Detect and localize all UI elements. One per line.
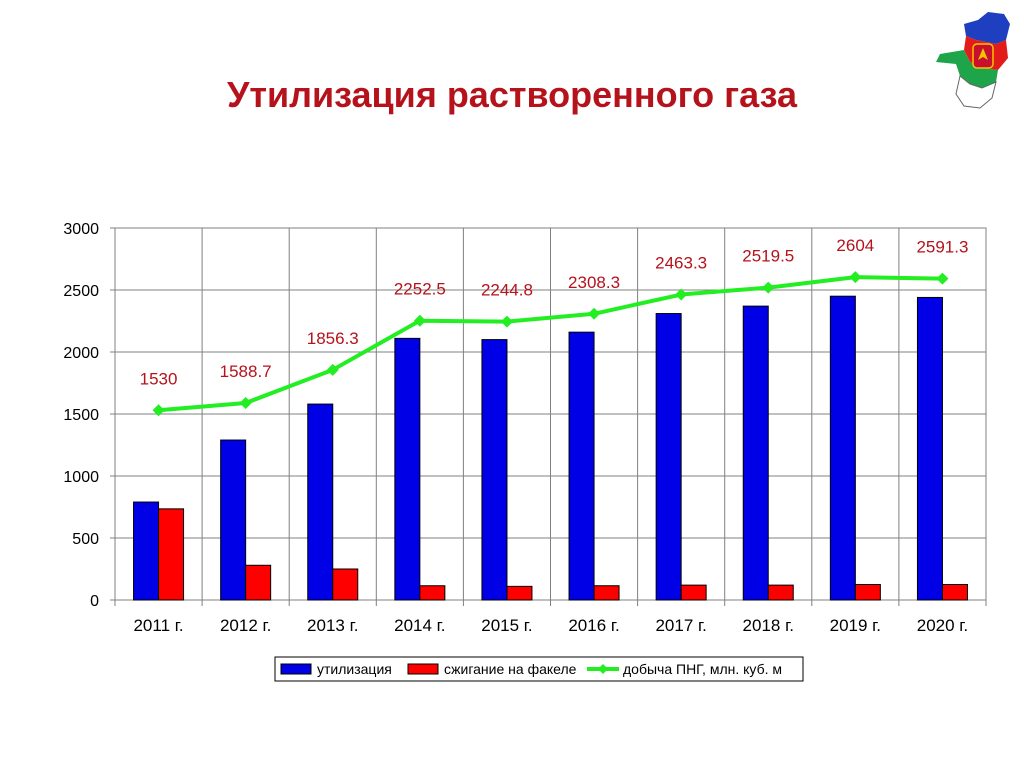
x-tick-label: 2011 г. <box>133 616 183 635</box>
bar-utilization <box>568 331 595 601</box>
bar-utilization <box>916 296 943 601</box>
bar-flaring <box>332 568 359 601</box>
y-tick-label: 0 <box>90 593 99 610</box>
bar-utilization <box>742 305 769 601</box>
x-tick-label: 2014 г. <box>394 616 445 635</box>
bar-utilization <box>133 501 160 601</box>
bars <box>133 295 968 601</box>
bar-utilization <box>829 295 856 601</box>
line-point-marker <box>239 397 252 410</box>
x-tick-label: 2012 г. <box>220 616 271 635</box>
y-tick-label: 2000 <box>63 345 99 362</box>
line-series: 1530 1588.7 1856.3 2252.5 2244.8 2308.3 2463.3… <box>140 236 968 417</box>
axes <box>110 227 987 606</box>
data-label: 2591.3 <box>916 238 968 257</box>
page-title: Утилизация растворенного газа <box>226 74 798 115</box>
legend: утилизация сжигание на факеле добыча ПНГ, … <box>274 656 804 682</box>
legend-label: утилизация <box>317 661 392 677</box>
bar-flaring <box>680 584 707 601</box>
x-tick-label: 2020 г. <box>917 616 968 635</box>
line-png-production <box>158 275 943 413</box>
legend-swatch <box>280 663 312 675</box>
bar-utilization <box>655 313 682 601</box>
x-tick-label: 2018 г. <box>743 616 794 635</box>
x-tick-labels: 2011 г. 2012 г. 2013 г. 2014 г. 2015 г. 2016 … <box>133 616 968 635</box>
legend-box <box>274 656 804 682</box>
x-tick-label: 2016 г. <box>568 616 619 635</box>
data-label: 1530 <box>140 369 178 388</box>
line-point-marker <box>500 315 513 328</box>
bar-flaring <box>506 585 533 601</box>
data-label: 2244.8 <box>481 281 533 300</box>
y-tick-label: 1500 <box>63 407 99 424</box>
y-tick-label: 3000 <box>63 221 99 238</box>
bar-utilization <box>394 337 421 601</box>
data-label: 2463.3 <box>655 254 707 273</box>
bar-utilization <box>307 403 334 601</box>
x-tick-label: 2013 г. <box>307 616 358 635</box>
bar-flaring <box>854 584 881 601</box>
bar-flaring <box>419 585 446 601</box>
y-tick-label: 2500 <box>63 283 99 300</box>
bar-flaring <box>941 584 968 601</box>
data-label: 1856.3 <box>307 329 359 348</box>
data-label: 2308.3 <box>568 273 620 292</box>
line-point-marker <box>413 314 426 327</box>
legend-swatch <box>407 663 439 675</box>
bar-flaring <box>245 564 272 601</box>
line-point-marker <box>849 271 862 284</box>
bar-utilization <box>220 439 247 601</box>
line-point-marker <box>936 272 949 285</box>
y-tick-label: 500 <box>72 531 99 548</box>
komi-republic-map-emblem-icon <box>936 12 1010 109</box>
line-point-marker <box>762 281 775 294</box>
bar-flaring <box>593 585 620 601</box>
line-point-marker <box>588 307 601 320</box>
y-tick-label: 1000 <box>63 469 99 486</box>
line-point-marker <box>152 404 165 417</box>
data-label: 2252.5 <box>394 280 446 299</box>
legend-label: добыча ПНГ, млн. куб. м <box>623 661 782 677</box>
line-point-marker <box>326 363 339 376</box>
legend-label: сжигание на факеле <box>444 661 577 677</box>
x-tick-label: 2019 г. <box>830 616 881 635</box>
bar-flaring <box>158 508 185 601</box>
bar-flaring <box>767 584 794 601</box>
data-label: 2519.5 <box>742 247 794 266</box>
data-label: 2604 <box>836 236 874 255</box>
bar-utilization <box>481 339 508 601</box>
legend-marker <box>598 664 608 674</box>
data-label: 1588.7 <box>220 362 272 381</box>
x-tick-label: 2017 г. <box>655 616 706 635</box>
line-point-marker <box>675 288 688 301</box>
x-tick-label: 2015 г. <box>481 616 532 635</box>
y-tick-labels: 0 500 1000 1500 2000 2500 3000 <box>63 221 99 610</box>
